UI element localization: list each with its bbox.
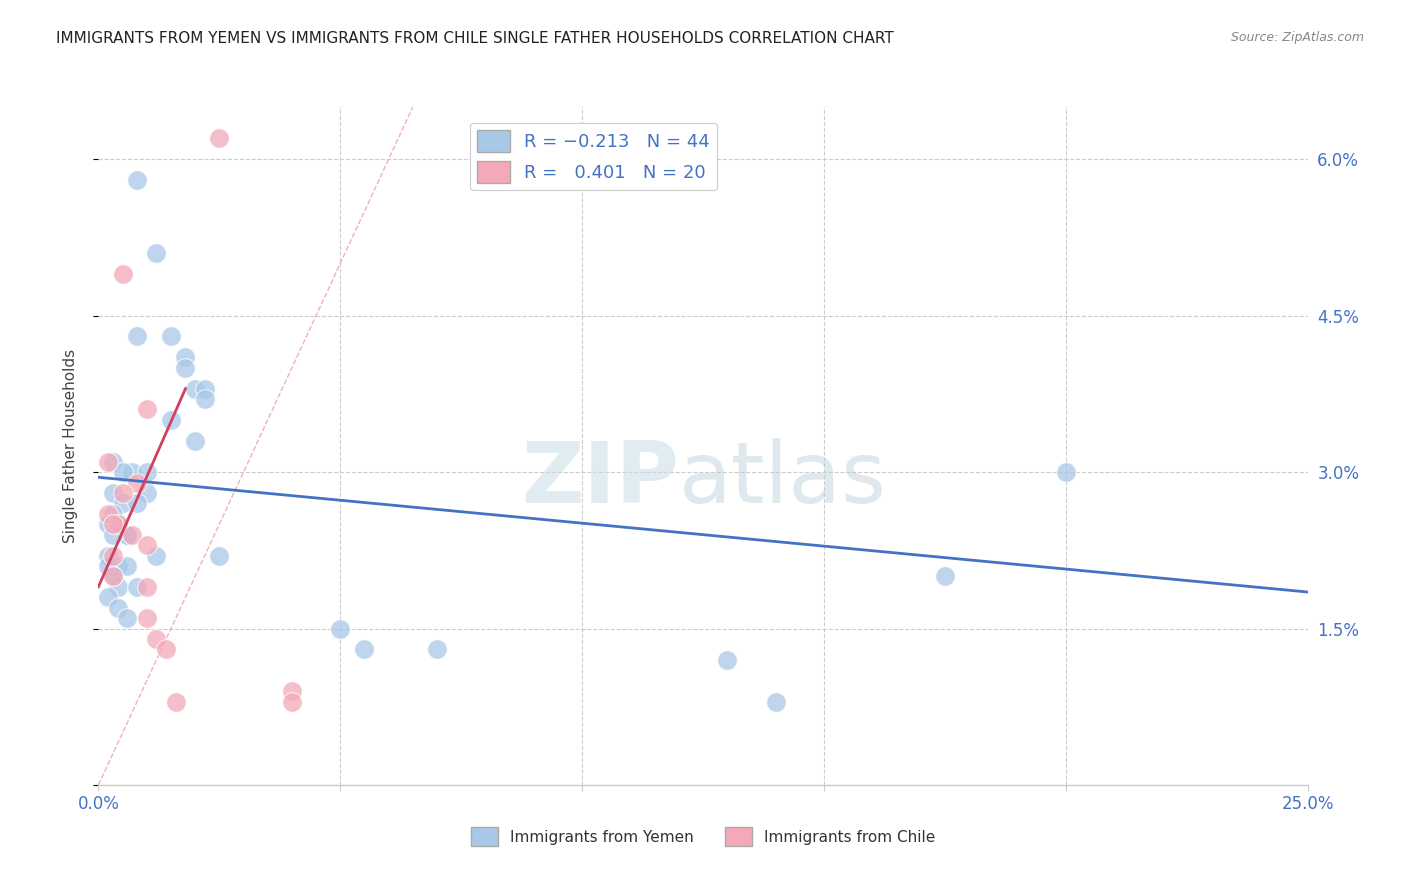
Point [101, 517, 124, 532]
Point [101, 486, 124, 500]
Point [934, 569, 956, 583]
Point [111, 486, 134, 500]
Point [107, 517, 129, 532]
Point [101, 455, 124, 469]
Point [121, 527, 143, 541]
Text: ZIP: ZIP [522, 438, 679, 522]
Point [165, 694, 187, 708]
Point [1054, 465, 1077, 479]
Point [765, 694, 787, 708]
Point [117, 527, 139, 541]
Y-axis label: Single Father Households: Single Father Households [63, 349, 77, 543]
Point [111, 496, 134, 510]
Point [127, 496, 149, 510]
Point [184, 434, 207, 448]
Point [111, 267, 134, 281]
Legend: Immigrants from Yemen, Immigrants from Chile: Immigrants from Yemen, Immigrants from C… [464, 821, 942, 852]
Point [101, 569, 124, 583]
Point [97, 455, 120, 469]
Point [127, 475, 149, 490]
Point [101, 527, 124, 541]
Point [160, 329, 183, 343]
Point [97, 558, 120, 573]
Point [194, 382, 217, 396]
Point [145, 549, 167, 563]
Point [121, 465, 143, 479]
Point [353, 642, 375, 657]
Text: IMMIGRANTS FROM YEMEN VS IMMIGRANTS FROM CHILE SINGLE FATHER HOUSEHOLDS CORRELAT: IMMIGRANTS FROM YEMEN VS IMMIGRANTS FROM… [56, 31, 894, 46]
Point [127, 173, 149, 187]
Point [117, 558, 139, 573]
Point [97, 549, 120, 563]
Point [101, 549, 124, 563]
Point [135, 402, 157, 417]
Point [155, 642, 177, 657]
Point [194, 392, 217, 406]
Point [107, 558, 129, 573]
Point [716, 653, 738, 667]
Point [184, 382, 207, 396]
Point [127, 329, 149, 343]
Point [135, 611, 157, 625]
Point [145, 246, 167, 260]
Point [329, 622, 352, 636]
Point [145, 632, 167, 646]
Point [127, 580, 149, 594]
Point [107, 600, 129, 615]
Point [281, 694, 304, 708]
Point [101, 507, 124, 521]
Point [117, 527, 139, 541]
Point [174, 360, 197, 375]
Point [97, 517, 120, 532]
Point [135, 486, 157, 500]
Point [97, 591, 120, 605]
Point [160, 413, 183, 427]
Text: atlas: atlas [679, 438, 887, 522]
Point [135, 580, 157, 594]
Point [107, 580, 129, 594]
Point [281, 684, 304, 698]
Point [117, 611, 139, 625]
Point [107, 517, 129, 532]
Point [174, 351, 197, 365]
Point [97, 507, 120, 521]
Point [208, 549, 231, 563]
Point [111, 465, 134, 479]
Point [135, 465, 157, 479]
Point [135, 538, 157, 552]
Point [101, 569, 124, 583]
Text: Source: ZipAtlas.com: Source: ZipAtlas.com [1230, 31, 1364, 45]
Point [208, 131, 231, 145]
Point [426, 642, 449, 657]
